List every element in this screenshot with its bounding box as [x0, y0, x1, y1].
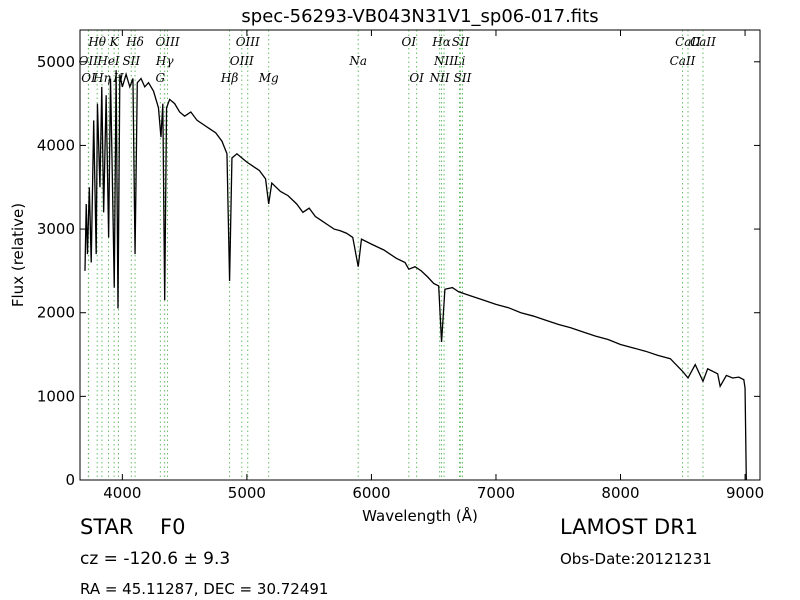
spectral-line-label: CaII	[675, 35, 701, 49]
spectral-line-label: Mg	[258, 71, 279, 85]
spectral-line-label: CaII	[690, 35, 716, 49]
plot-frame	[79, 29, 761, 481]
spectral-line-label: Hη	[92, 71, 111, 85]
spectral-line-label: OI	[81, 71, 96, 85]
x-axis-label: Wavelength (Å)	[362, 506, 478, 525]
spectral-line-label: SII	[122, 54, 140, 68]
y-tick-label: 1000	[37, 387, 75, 405]
spectral-line-label: NII	[429, 71, 450, 85]
spectral-line-label: Li	[453, 54, 466, 68]
spectral-line-label: H	[112, 71, 124, 85]
chart-title: spec-56293-VB043N31V1_sp06-017.fits	[241, 6, 598, 27]
survey: LAMOST DR1	[560, 515, 698, 539]
y-axis-label: Flux (relative)	[9, 203, 27, 307]
spectral-line-label: Na	[348, 54, 367, 68]
x-tick-label: 5000	[228, 484, 266, 502]
spectral-line-label: CaII	[670, 54, 696, 68]
x-tick-label: 8000	[601, 484, 639, 502]
obs-date: Obs-Date:20121231	[560, 550, 712, 568]
spectral-line-label: OII	[79, 54, 99, 68]
redshift: cz = -120.6 ± 9.3	[80, 549, 230, 569]
spectrum-line	[84, 70, 747, 481]
spectral-line-label: OI	[409, 71, 424, 85]
spectral-line-label: OIII	[236, 35, 260, 49]
object-class: STAR	[80, 515, 133, 539]
spectral-line-label: OIII	[156, 35, 180, 49]
spectral-line-label: SII	[454, 71, 472, 85]
spectral-line-label: OI	[402, 35, 417, 49]
x-tick-label: 4000	[103, 484, 141, 502]
spectral-line-label: OIII	[230, 54, 254, 68]
subclass: F0	[160, 515, 185, 539]
y-tick-label: 4000	[37, 136, 75, 154]
spectral-line-label: HeI	[96, 54, 120, 68]
y-tick-label: 0	[65, 471, 75, 489]
spectral-line-label: Hβ	[220, 71, 238, 85]
y-tick-label: 3000	[37, 220, 75, 238]
spectral-line-label: Hδ	[125, 35, 144, 49]
spectral-line-label: G	[156, 71, 166, 85]
coordinates: RA = 45.11287, DEC = 30.72491	[80, 580, 328, 598]
spectral-line-label: Hα	[431, 35, 451, 49]
y-tick-label: 2000	[37, 304, 75, 322]
spectral-line-label: SII	[452, 35, 470, 49]
x-tick-label: 6000	[352, 484, 390, 502]
y-tick-label: 5000	[37, 53, 75, 71]
spectral-line-label: Hθ	[87, 35, 106, 49]
spectral-line-label: NII	[433, 54, 454, 68]
x-tick-label: 9000	[726, 484, 764, 502]
spectral-line-label: Hγ	[155, 54, 174, 68]
x-tick-label: 7000	[477, 484, 515, 502]
spectral-line-label: K	[109, 35, 120, 49]
